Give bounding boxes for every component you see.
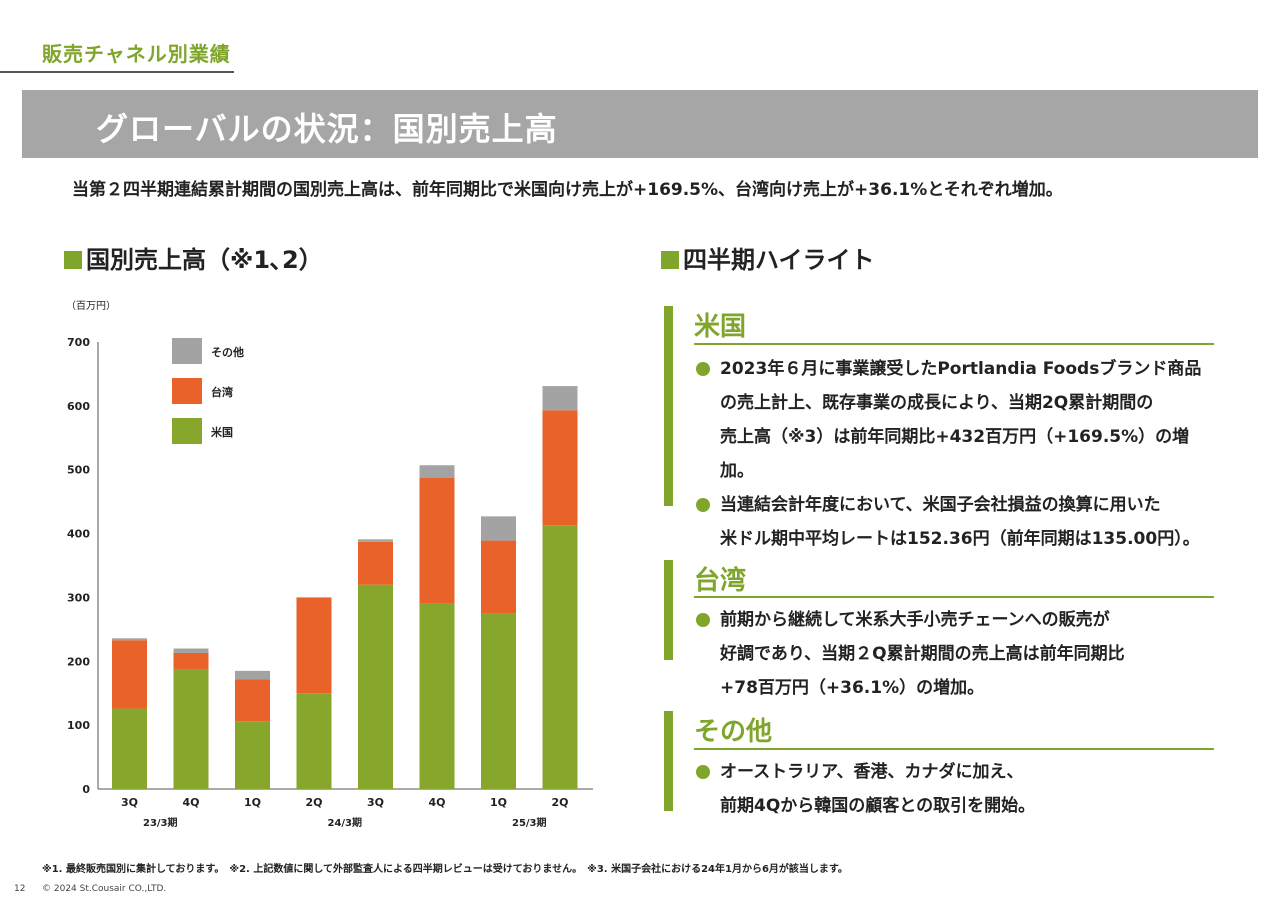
chart-heading-text: 国別売上高（※1､2）: [86, 246, 323, 274]
legend-label: 台湾: [211, 385, 233, 399]
region-us-bullet-1: 2023年６月に事業譲受したPortlandia Foodsブランド商品 の売上…: [694, 352, 1214, 488]
y-tick-label: 600: [67, 400, 90, 413]
legend-label: 米国: [210, 425, 233, 439]
y-tick-label: 400: [67, 528, 90, 541]
bar-segment-米国: [481, 613, 516, 789]
y-unit-label: （百万円）: [66, 300, 116, 312]
bar-segment-その他: [419, 465, 455, 479]
y-tick-label: 200: [67, 655, 90, 668]
y-tick-label: 300: [67, 591, 90, 604]
period-label: 24/3期: [327, 816, 362, 829]
region-accent-bar: [664, 306, 673, 506]
bar-segment-台湾: [112, 640, 147, 709]
region-us-list: 2023年６月に事業譲受したPortlandia Foodsブランド商品 の売上…: [694, 352, 1214, 556]
y-tick-label: 700: [67, 336, 90, 349]
region-accent-bar: [664, 711, 673, 811]
x-tick-label: 4Q: [182, 796, 199, 809]
bar-segment-その他: [358, 539, 393, 542]
x-tick-label: 2Q: [305, 796, 322, 809]
highlights-heading: 四半期ハイライト: [661, 240, 875, 275]
section-rule: [0, 71, 234, 73]
region-us: 米国 2023年６月に事業譲受したPortlandia Foodsブランド商品 …: [664, 306, 1214, 549]
region-other: その他 オーストラリア、香港、カナダに加え、 前期4Qから韓国の顧客との取引を開…: [664, 711, 1214, 816]
period-label: 23/3期: [143, 816, 178, 829]
summary-text: 当第２四半期連結累計期間の国別売上高は、前年同期比で米国向け売上が+169.5%…: [72, 180, 1063, 200]
section-label: 販売チャネル別業績: [42, 42, 231, 66]
y-tick-label: 100: [67, 719, 90, 732]
sales-by-country-chart: （百万円） 0 100 200 300 400 500 600 700 3Q 4Q 1Q 2Q 3Q 4Q 1…: [66, 300, 593, 829]
bar-segment-米国: [173, 668, 209, 789]
bar-segment-米国: [235, 721, 270, 789]
chart-heading: 国別売上高（※1､2）: [64, 240, 323, 275]
x-tick-label: 1Q: [490, 796, 507, 809]
bar-segment-米国: [112, 708, 147, 789]
highlights-heading-text: 四半期ハイライト: [683, 246, 875, 274]
legend-swatch: [172, 338, 202, 364]
title-band: グローバルの状況：国別売上高: [22, 90, 1258, 158]
footnotes: ※1. 最終販売国別に集計しております。 ※2. 上記数値に関して外部監査人によ…: [42, 864, 848, 875]
page-title: グローバルの状況：国別売上高: [96, 110, 558, 148]
heading-square-icon: [661, 251, 679, 269]
region-taiwan-list: 前期から継続して米系大手小売チェーンへの販売が 好調であり、当期２Q累計期間の売…: [694, 603, 1125, 705]
bar-segment-その他: [481, 516, 516, 541]
legend-label: その他: [211, 345, 244, 359]
period-label: 25/3期: [512, 816, 547, 829]
bar-segment-米国: [542, 525, 578, 789]
page-number: 12: [14, 884, 26, 894]
region-taiwan-bullet-1: 前期から継続して米系大手小売チェーンへの販売が 好調であり、当期２Q累計期間の売…: [694, 603, 1125, 705]
legend-swatch: [172, 418, 202, 444]
region-taiwan: 台湾 前期から継続して米系大手小売チェーンへの販売が 好調であり、当期２Q累計期…: [664, 560, 1214, 698]
y-tick-label: 0: [82, 783, 90, 796]
x-tick-label: 2Q: [551, 796, 568, 809]
copyright: © 2024 St.Cousair CO.,LTD.: [42, 884, 167, 894]
region-rule: [694, 596, 1214, 598]
region-accent-bar: [664, 560, 673, 660]
bar-segment-その他: [112, 638, 147, 641]
x-tick-label: 3Q: [121, 796, 138, 809]
region-other-heading: その他: [694, 717, 773, 747]
bar-segment-米国: [358, 584, 393, 789]
bar-segment-台湾: [235, 679, 270, 722]
region-other-bullet-1: オーストラリア、香港、カナダに加え、 前期4Qから韓国の顧客との取引を開始。: [694, 755, 1035, 823]
region-rule: [694, 343, 1214, 345]
legend-swatch: [172, 378, 202, 404]
bar-segment-台湾: [481, 540, 516, 614]
bar-segment-その他: [173, 648, 209, 653]
bar-segment-台湾: [419, 478, 455, 604]
bar-segment-台湾: [296, 597, 332, 694]
x-tick-label: 3Q: [367, 796, 384, 809]
bar-segment-その他: [542, 386, 578, 411]
bar-segment-台湾: [542, 410, 578, 526]
bar-segment-米国: [419, 603, 455, 789]
x-tick-label: 1Q: [244, 796, 261, 809]
region-us-heading: 米国: [694, 312, 747, 342]
region-taiwan-heading: 台湾: [694, 566, 747, 596]
y-tick-label: 500: [67, 464, 90, 477]
region-us-bullet-2: 当連結会計年度において、米国子会社損益の換算に用いた 米ドル期中平均レートは15…: [694, 488, 1214, 556]
region-other-list: オーストラリア、香港、カナダに加え、 前期4Qから韓国の顧客との取引を開始。: [694, 755, 1035, 823]
x-tick-label: 4Q: [428, 796, 445, 809]
heading-square-icon: [64, 251, 82, 269]
bar-segment-台湾: [358, 541, 393, 585]
bar-segment-米国: [296, 693, 332, 789]
bar-segment-その他: [235, 670, 270, 680]
region-rule: [694, 748, 1214, 750]
bar-segment-台湾: [173, 652, 209, 669]
